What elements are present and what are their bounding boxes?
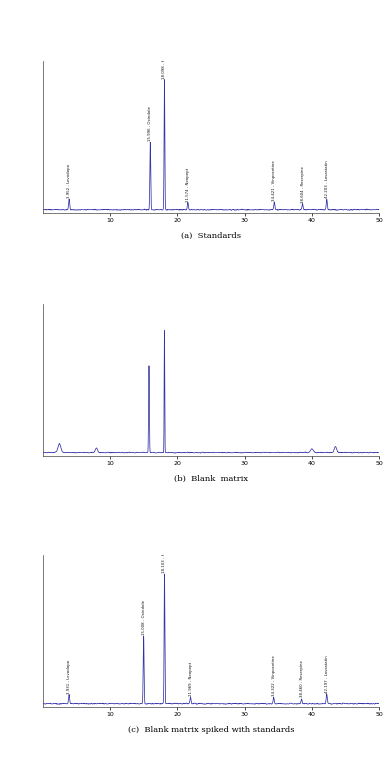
Text: 38.460 - Reserpine: 38.460 - Reserpine <box>300 660 303 698</box>
Text: 21.969 - Neopept: 21.969 - Neopept <box>188 662 192 696</box>
Text: 34.421 - Vinpocetine: 34.421 - Vinpocetine <box>272 160 276 201</box>
Text: 42.197 - Lovastatin: 42.197 - Lovastatin <box>325 655 329 693</box>
Text: (c)  Blank matrix spiked with standards: (c) Blank matrix spiked with standards <box>128 726 294 734</box>
Text: (a)  Standards: (a) Standards <box>181 232 241 240</box>
Text: 3.952 - Levodopa: 3.952 - Levodopa <box>67 164 71 198</box>
Text: 34.322 - Vinpocetine: 34.322 - Vinpocetine <box>272 655 276 696</box>
Text: (b)  Blank  matrix: (b) Blank matrix <box>174 475 248 483</box>
Text: 15.996 - Oxindole: 15.996 - Oxindole <box>148 106 152 141</box>
Text: 3.931 - Levodopa: 3.931 - Levodopa <box>67 660 71 694</box>
Text: 42.203 - Lovastatin: 42.203 - Lovastatin <box>325 160 329 198</box>
Text: 15.008 - Oxindole: 15.008 - Oxindole <box>142 600 146 635</box>
Text: 38.604 - Reserpine: 38.604 - Reserpine <box>301 166 305 203</box>
Text: 21.574 - Neopept: 21.574 - Neopept <box>186 167 190 201</box>
Text: 18.103 - Hesperidine: 18.103 - Hesperidine <box>163 532 166 573</box>
Text: 18.098 - Hesperidine: 18.098 - Hesperidine <box>163 38 166 79</box>
